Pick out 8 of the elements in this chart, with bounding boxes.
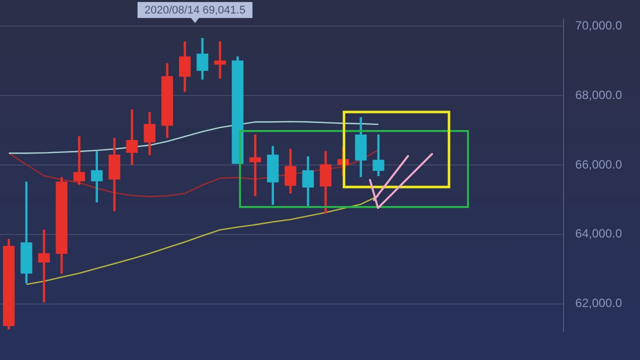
y-tick-label: 62,000.0 bbox=[575, 296, 622, 310]
candlestick bbox=[73, 136, 86, 185]
y-tick-label: 70,000.0 bbox=[575, 18, 622, 32]
y-tick-label: 68,000.0 bbox=[575, 88, 622, 102]
y-tick-label: 64,000.0 bbox=[575, 226, 622, 241]
candlestick bbox=[249, 134, 262, 196]
y-tick-label: 66,000.0 bbox=[575, 157, 622, 172]
text: 2020/08/14 69,041.5 bbox=[144, 4, 246, 17]
